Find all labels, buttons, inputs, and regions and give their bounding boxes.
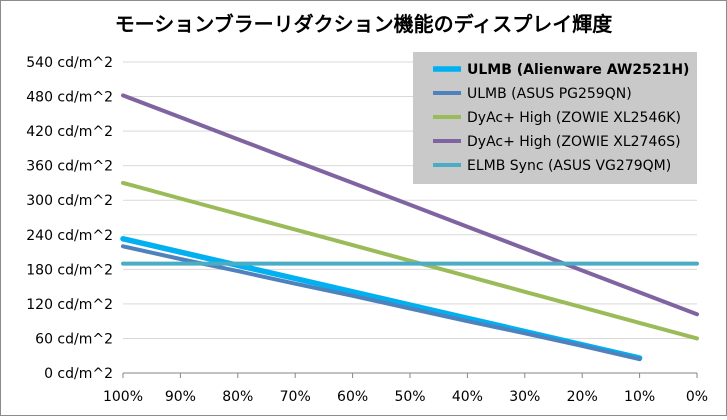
- x-tick-label: 60%: [337, 389, 368, 405]
- x-tick-label: 0%: [686, 389, 708, 405]
- series-line-4: [121, 93, 699, 317]
- y-tick-label: 0 cd/m^2: [44, 366, 113, 382]
- x-tick-label: 80%: [222, 389, 253, 405]
- x-tick-label: 50%: [394, 389, 425, 405]
- legend: ULMB (Alienware AW2521H) ULMB (ASUS PG259…: [413, 52, 697, 184]
- y-tick-label: 360 cd/m^2: [26, 159, 113, 175]
- y-tick-label: 120 cd/m^2: [26, 297, 113, 313]
- y-tick-label: 240 cd/m^2: [26, 228, 113, 244]
- axes: 0 cd/m^2 60 cd/m^2 120 cd/m^2 180 cd/m^2 240…: [26, 55, 708, 405]
- y-tick-label: 420 cd/m^2: [26, 124, 113, 140]
- legend-label: ULMB (Alienware AW2521H): [467, 62, 689, 78]
- x-tick-label: 90%: [165, 389, 196, 405]
- legend-label: ELMB Sync (ASUS VG279QM): [467, 158, 671, 174]
- y-tick-label: 480 cd/m^2: [26, 90, 113, 106]
- series-line-3: [121, 180, 699, 341]
- x-tick-label: 10%: [624, 389, 655, 405]
- x-tick-label: 40%: [452, 389, 483, 405]
- x-tick-label: 100%: [103, 389, 143, 405]
- legend-label: ULMB (ASUS PG259QN): [467, 86, 632, 102]
- x-tick-label: 30%: [509, 389, 540, 405]
- chart-title: モーションブラーリダクション機能のディスプレイ輝度: [115, 12, 614, 36]
- y-tick-label: 60 cd/m^2: [35, 331, 113, 347]
- y-tick-label: 180 cd/m^2: [26, 262, 113, 278]
- legend-label: DyAc+ High (ZOWIE XL2546K): [467, 110, 681, 126]
- x-tick-label: 20%: [567, 389, 598, 405]
- y-tick-label: 540 cd/m^2: [26, 55, 113, 71]
- series-lines: [120, 93, 699, 362]
- legend-label: DyAc+ High (ZOWIE XL2746S): [467, 134, 681, 150]
- y-tick-label: 300 cd/m^2: [26, 193, 113, 209]
- x-tick-label: 70%: [280, 389, 311, 405]
